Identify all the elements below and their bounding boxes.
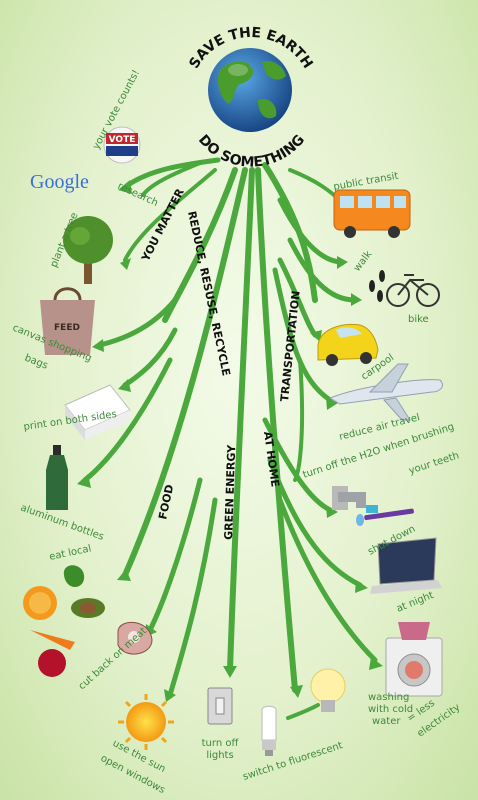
bus-icon	[333, 189, 411, 238]
washing-machine-icon	[385, 622, 443, 697]
switch-label: switch to fluorescent	[242, 740, 345, 783]
google-logo: Google	[30, 171, 89, 193]
light-switch-icon	[207, 687, 233, 725]
header-bottom: DO SOMETHING	[195, 132, 308, 171]
canvas-label-2: bags	[23, 353, 49, 372]
toothbrush-icon	[364, 505, 414, 521]
tree-icon	[63, 216, 113, 284]
airplane-icon	[328, 363, 443, 421]
at-night-label: at night	[395, 590, 435, 615]
vote-badge-icon: VOTE	[103, 126, 141, 164]
faucet-icon	[332, 486, 366, 526]
car-icon	[317, 323, 379, 366]
turn-off-label-2: lights	[206, 750, 233, 761]
walk-label: walk	[352, 249, 375, 274]
food-icons	[23, 565, 153, 677]
footprints-icon	[369, 270, 385, 302]
fluorescent-bulb-icon	[261, 705, 277, 756]
bike-label: bike	[408, 314, 429, 325]
bag-text: FEED	[54, 323, 80, 333]
vote-text: VOTE	[109, 135, 136, 145]
turn-off-label-1: turn off	[202, 738, 240, 749]
canvas-bag-icon: FEED	[40, 287, 95, 355]
sun-icon	[118, 694, 174, 750]
category-green-energy: GREEN ENERGY	[222, 444, 238, 540]
paper-stack-icon	[64, 384, 131, 440]
eat-local-label: eat local	[48, 543, 92, 563]
h2o-label-2: your teeth	[408, 450, 461, 477]
washing-label-3: water	[372, 716, 401, 727]
light-bulb-icon	[310, 668, 346, 712]
washing-label-2: with cold	[368, 704, 413, 715]
globe	[208, 48, 292, 132]
laptop-icon	[370, 537, 442, 594]
cut-back-label: cut back on meat	[77, 625, 149, 692]
category-at-home: AT HOME	[261, 431, 282, 488]
bottle-icon	[46, 445, 68, 510]
washing-label-1: washing	[368, 692, 409, 703]
bike-icon	[386, 274, 440, 307]
branches	[77, 157, 383, 720]
